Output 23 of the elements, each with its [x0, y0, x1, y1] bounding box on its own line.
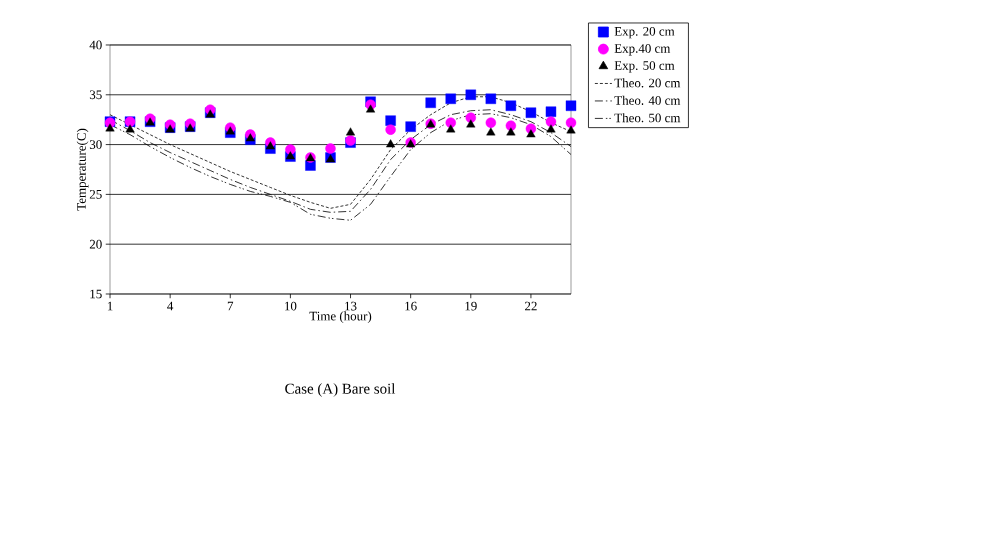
legend-label: Exp. 50 cm	[614, 61, 675, 73]
legend-label: Theo. 50 cm	[614, 113, 681, 123]
y-tick-label: 35	[89, 90, 102, 100]
legend-label: Exp. 20 cm	[614, 26, 675, 39]
x-tick-label: 22	[525, 301, 537, 311]
y-tick-label: 20	[89, 239, 102, 249]
y-tick-label: 25	[89, 190, 102, 199]
legend-label: Exp.40 cm	[614, 44, 671, 56]
x-axis-title: Time (hour)	[309, 311, 372, 324]
y-tick-label: 30	[89, 140, 102, 149]
x-tick-label: 19	[465, 301, 477, 311]
x-tick-label: 16	[405, 301, 417, 311]
y-tick-label: 40	[89, 40, 102, 50]
x-tick-label: 7	[227, 301, 234, 311]
legend-label: Theo. 20 cm	[614, 78, 681, 88]
text: Case (A) Bare soil	[285, 383, 396, 397]
y-tick-label: 15	[90, 289, 102, 299]
legend-label: Theo. 40 cm	[614, 95, 681, 105]
x-tick-label: 10	[285, 301, 297, 311]
x-tick-label: 13	[345, 301, 357, 311]
x-tick-label: 4	[167, 301, 174, 311]
x-tick-label: 1	[107, 301, 113, 311]
y-axis-title: Temperature(C)	[76, 128, 89, 211]
